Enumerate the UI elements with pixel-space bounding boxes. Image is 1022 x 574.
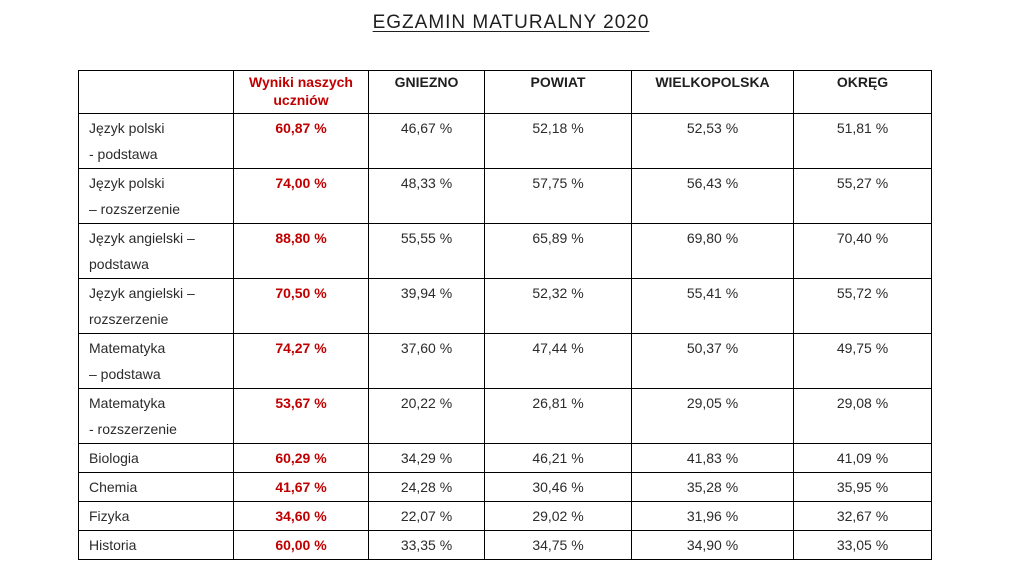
wielkopolska-result-cell: 29,05 %: [631, 387, 794, 444]
subject-cell: Język angielski – rozszerzenie: [78, 277, 234, 334]
okreg-result-cell: 55,27 %: [793, 167, 932, 224]
powiat-result-cell: 26,81 %: [484, 387, 632, 444]
table-head: Wyniki naszych uczniów GNIEZNO POWIAT WIELK…: [78, 70, 932, 114]
subject-cell: Język polski - podstawa: [78, 112, 234, 169]
gniezno-result-cell: 34,29 %: [368, 442, 485, 473]
gniezno-result-cell: 46,67 %: [368, 112, 485, 169]
wielkopolska-result-cell: 55,41 %: [631, 277, 794, 334]
powiat-result-cell: 52,18 %: [484, 112, 632, 169]
table-row: Biologia 60,29 % 34,29 % 46,21 % 41,83 % 41,0…: [78, 442, 932, 473]
our-result-cell: 70,50 %: [233, 277, 369, 334]
our-result-cell: 60,00 %: [233, 529, 369, 560]
table-row: Matematyka - rozszerzenie 53,67 % 20,22 % 2…: [78, 387, 932, 444]
subject-cell: Język angielski – podstawa: [78, 222, 234, 279]
wielkopolska-result-cell: 50,37 %: [631, 332, 794, 389]
exam-results-table: Wyniki naszych uczniów GNIEZNO POWIAT WIELK…: [78, 70, 932, 560]
okreg-result-cell: 51,81 %: [793, 112, 932, 169]
table-row: Fizyka 34,60 % 22,07 % 29,02 % 31,96 % 32,67 …: [78, 500, 932, 531]
our-result-cell: 60,29 %: [233, 442, 369, 473]
column-header-wielkopolska: WIELKOPOLSKA: [631, 70, 794, 114]
gniezno-result-cell: 33,35 %: [368, 529, 485, 560]
subject-cell: Fizyka: [78, 500, 234, 531]
our-result-cell: 74,00 %: [233, 167, 369, 224]
column-header-gniezno: GNIEZNO: [368, 70, 485, 114]
powiat-result-cell: 29,02 %: [484, 500, 632, 531]
our-result-cell: 60,87 %: [233, 112, 369, 169]
column-header-powiat: POWIAT: [484, 70, 632, 114]
page-title: EGZAMIN MATURALNY 2020: [372, 12, 650, 33]
powiat-result-cell: 30,46 %: [484, 471, 632, 502]
okreg-result-cell: 49,75 %: [793, 332, 932, 389]
gniezno-result-cell: 55,55 %: [368, 222, 485, 279]
gniezno-result-cell: 22,07 %: [368, 500, 485, 531]
wielkopolska-result-cell: 52,53 %: [631, 112, 794, 169]
powiat-result-cell: 57,75 %: [484, 167, 632, 224]
table-row: Język polski – rozszerzenie 74,00 % 48,33 …: [78, 167, 932, 224]
subject-cell: Matematyka – podstawa: [78, 332, 234, 389]
okreg-result-cell: 33,05 %: [793, 529, 932, 560]
subject-cell: Historia: [78, 529, 234, 560]
table-row: Język polski - podstawa 60,87 % 46,67 % 52,…: [78, 112, 932, 169]
table-row: Historia 60,00 % 33,35 % 34,75 % 34,90 % 33,0…: [78, 529, 932, 560]
powiat-result-cell: 34,75 %: [484, 529, 632, 560]
wielkopolska-result-cell: 31,96 %: [631, 500, 794, 531]
okreg-result-cell: 55,72 %: [793, 277, 932, 334]
wielkopolska-result-cell: 69,80 %: [631, 222, 794, 279]
subject-cell: Język polski – rozszerzenie: [78, 167, 234, 224]
subject-cell: Chemia: [78, 471, 234, 502]
subject-cell: Biologia: [78, 442, 234, 473]
table-row: Język angielski – podstawa 88,80 % 55,55 %…: [78, 222, 932, 279]
powiat-result-cell: 52,32 %: [484, 277, 632, 334]
okreg-result-cell: 35,95 %: [793, 471, 932, 502]
table-body: Język polski - podstawa 60,87 % 46,67 % 52,…: [78, 112, 932, 560]
table-row: Chemia 41,67 % 24,28 % 30,46 % 35,28 % 35,95 …: [78, 471, 932, 502]
okreg-result-cell: 32,67 %: [793, 500, 932, 531]
column-header-our: Wyniki naszych uczniów: [233, 70, 369, 114]
column-header-subject: [78, 70, 234, 114]
powiat-result-cell: 47,44 %: [484, 332, 632, 389]
okreg-result-cell: 29,08 %: [793, 387, 932, 444]
column-header-okreg: OKRĘG: [793, 70, 932, 114]
our-result-cell: 53,67 %: [233, 387, 369, 444]
okreg-result-cell: 41,09 %: [793, 442, 932, 473]
our-result-cell: 88,80 %: [233, 222, 369, 279]
gniezno-result-cell: 39,94 %: [368, 277, 485, 334]
gniezno-result-cell: 37,60 %: [368, 332, 485, 389]
our-result-cell: 74,27 %: [233, 332, 369, 389]
our-result-cell: 41,67 %: [233, 471, 369, 502]
our-result-cell: 34,60 %: [233, 500, 369, 531]
powiat-result-cell: 65,89 %: [484, 222, 632, 279]
table-row: Język angielski – rozszerzenie 70,50 % 39,…: [78, 277, 932, 334]
powiat-result-cell: 46,21 %: [484, 442, 632, 473]
okreg-result-cell: 70,40 %: [793, 222, 932, 279]
wielkopolska-result-cell: 35,28 %: [631, 471, 794, 502]
gniezno-result-cell: 20,22 %: [368, 387, 485, 444]
table-row: Matematyka – podstawa 74,27 % 37,60 % 47,44…: [78, 332, 932, 389]
wielkopolska-result-cell: 41,83 %: [631, 442, 794, 473]
gniezno-result-cell: 48,33 %: [368, 167, 485, 224]
wielkopolska-result-cell: 56,43 %: [631, 167, 794, 224]
table-header-row: Wyniki naszych uczniów GNIEZNO POWIAT WIELK…: [78, 70, 932, 114]
subject-cell: Matematyka - rozszerzenie: [78, 387, 234, 444]
gniezno-result-cell: 24,28 %: [368, 471, 485, 502]
wielkopolska-result-cell: 34,90 %: [631, 529, 794, 560]
